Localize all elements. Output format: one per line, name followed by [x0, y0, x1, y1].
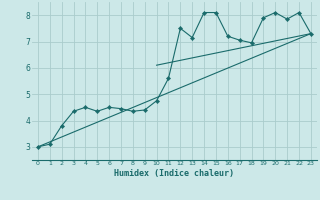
X-axis label: Humidex (Indice chaleur): Humidex (Indice chaleur): [115, 169, 234, 178]
